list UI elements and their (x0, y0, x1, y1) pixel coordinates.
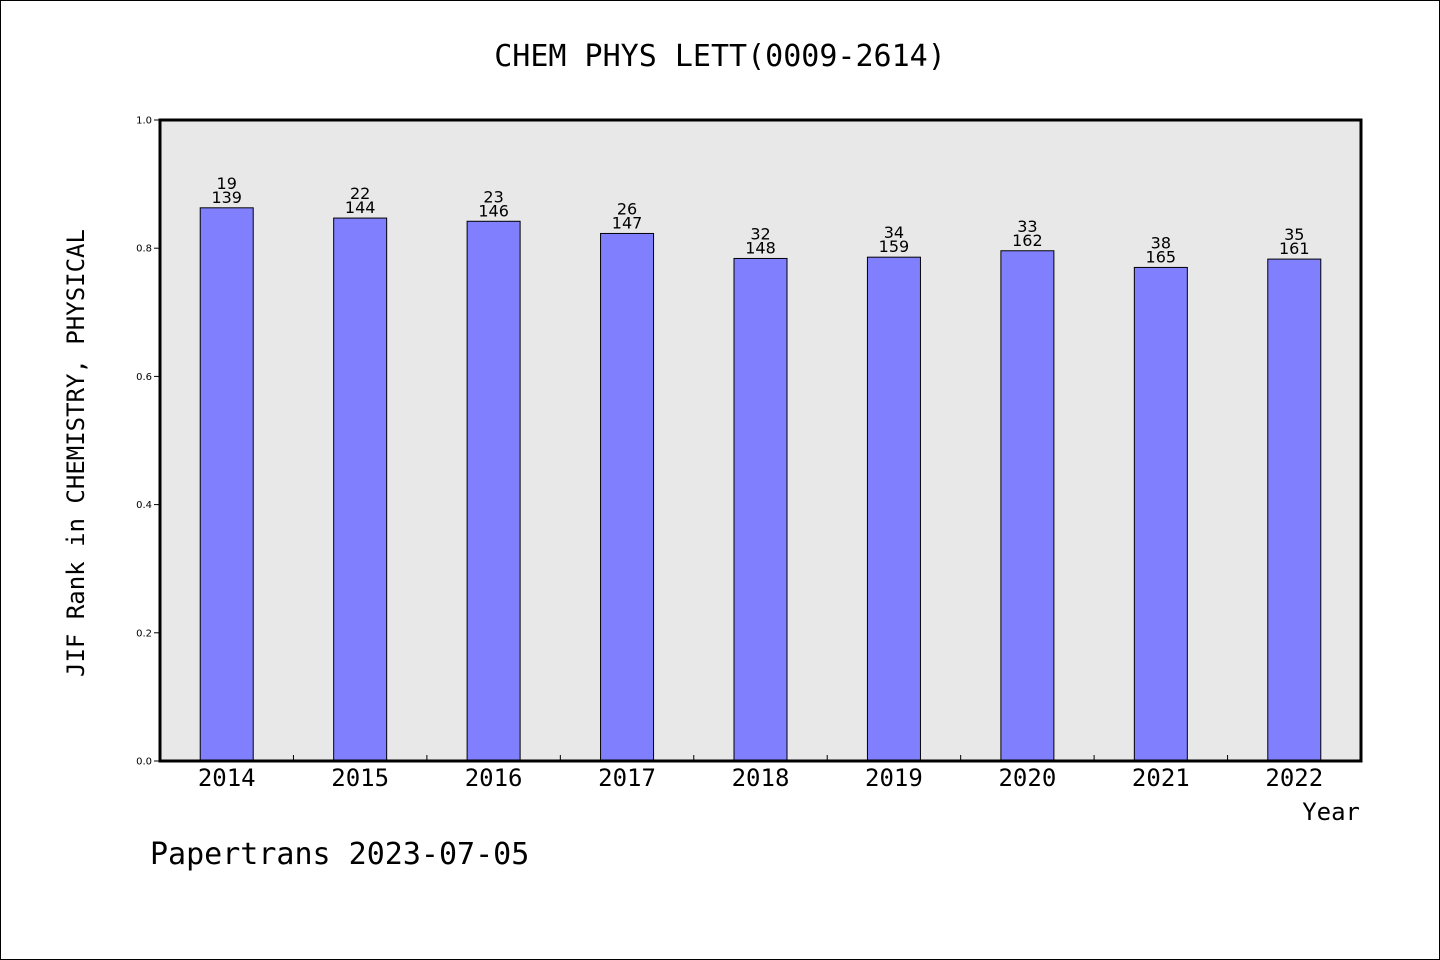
bar-total-label: 162 (1012, 231, 1043, 250)
bar (199, 207, 254, 762)
plot-border (158, 118, 1363, 763)
bar-rank-label: 35 (1284, 225, 1304, 244)
bar-total-label: 159 (879, 237, 910, 256)
bar (1133, 266, 1188, 762)
bar-rank-label: 22 (350, 184, 370, 203)
bar (466, 220, 521, 762)
x-tick-label: 2018 (732, 764, 790, 792)
bar-total-label: 165 (1146, 247, 1177, 266)
bar-rank-label: 23 (483, 187, 503, 206)
bar-total-label: 161 (1279, 239, 1310, 258)
bar-total-label: 139 (211, 188, 242, 207)
x-tick-label: 2016 (465, 764, 523, 792)
bar (866, 256, 921, 762)
bar-total-label: 146 (478, 201, 509, 220)
x-tick-label: 2015 (331, 764, 389, 792)
y-tick-label: 0.4 (136, 500, 152, 511)
bar (333, 217, 388, 762)
bar-rank-label: 33 (1017, 217, 1037, 236)
y-tick-label: 0.2 (136, 628, 152, 639)
footer-watermark: Papertrans 2023-07-05 (150, 837, 529, 872)
x-tick-label: 2021 (1132, 764, 1190, 792)
x-tick-label: 2019 (865, 764, 923, 792)
bar (1000, 250, 1055, 762)
bar-rank-label: 38 (1151, 233, 1171, 252)
bar-rank-label: 34 (884, 223, 904, 242)
bar-total-label: 144 (345, 198, 376, 217)
x-tick-label: 2017 (598, 764, 656, 792)
x-axis-label: Year (1302, 798, 1360, 826)
y-tick-label: 0.8 (136, 244, 152, 255)
bar-rank-label: 26 (617, 199, 637, 218)
x-axis-ticks: 2014 2015 2016 2017 2018 2019 2020 2021 2022 (198, 755, 1323, 792)
bar-rank-label: 19 (217, 174, 237, 193)
x-tick-label: 2014 (198, 764, 256, 792)
y-axis-label: JIF Rank in CHEMISTRY, PHYSICAL (62, 229, 90, 677)
bar (600, 232, 655, 762)
chart-title: CHEM PHYS LETT(0009-2614) (494, 39, 946, 74)
bar-total-label: 147 (612, 213, 643, 232)
bar-rank-label: 32 (750, 224, 770, 243)
bar (733, 257, 788, 762)
y-tick-label: 0.6 (136, 372, 152, 383)
y-tick-label: 1.0 (136, 116, 152, 127)
bar (1267, 258, 1322, 762)
bar-total-label: 148 (745, 238, 776, 257)
x-tick-label: 2020 (998, 764, 1056, 792)
x-tick-label: 2022 (1265, 764, 1323, 792)
bars (199, 207, 1322, 762)
y-tick-label: 0.0 (136, 757, 152, 768)
y-axis-ticks: 0.0 0.2 0.4 0.6 0.8 1.0 (136, 116, 160, 768)
